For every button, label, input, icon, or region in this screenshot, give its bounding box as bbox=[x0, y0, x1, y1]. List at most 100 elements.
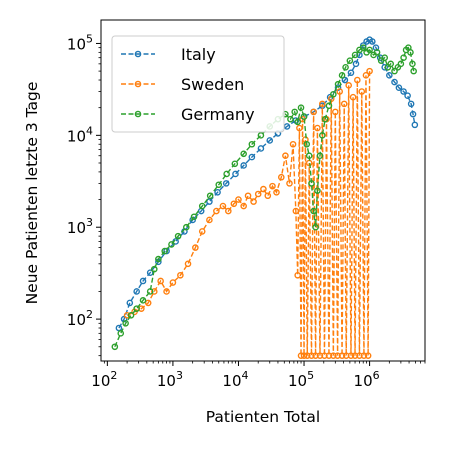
data-point bbox=[342, 64, 349, 71]
legend-item-germany: Germany bbox=[121, 105, 255, 124]
data-point bbox=[286, 180, 293, 187]
data-point bbox=[340, 100, 348, 108]
data-point bbox=[248, 153, 256, 161]
legend-item-italy: Italy bbox=[121, 45, 216, 64]
data-point bbox=[409, 60, 416, 68]
data-point bbox=[330, 90, 337, 98]
y-tick-label: 105 bbox=[67, 32, 93, 53]
data-point bbox=[316, 152, 324, 160]
data-point bbox=[395, 84, 403, 91]
data-point bbox=[354, 76, 361, 84]
data-point bbox=[305, 152, 313, 160]
data-point bbox=[214, 188, 221, 196]
data-point bbox=[308, 352, 315, 359]
data-point bbox=[334, 352, 341, 359]
data-point bbox=[362, 72, 370, 79]
data-point bbox=[349, 93, 357, 101]
data-point bbox=[257, 132, 265, 139]
data-point bbox=[294, 118, 301, 126]
data-point bbox=[174, 232, 182, 240]
x-tick-label: 105 bbox=[288, 369, 314, 390]
data-point bbox=[182, 223, 190, 231]
data-point bbox=[336, 88, 344, 95]
data-point bbox=[300, 352, 308, 359]
data-point bbox=[213, 207, 220, 215]
data-point bbox=[150, 265, 158, 273]
data-point bbox=[155, 255, 162, 263]
data-point bbox=[391, 67, 398, 75]
data-point bbox=[264, 192, 272, 200]
data-point bbox=[387, 60, 395, 68]
data-point bbox=[123, 311, 131, 319]
x-tick-label: 104 bbox=[222, 369, 248, 390]
plot-area-frame bbox=[100, 19, 426, 362]
data-point bbox=[215, 181, 223, 189]
data-point bbox=[222, 180, 230, 187]
data-point bbox=[409, 110, 417, 118]
data-point bbox=[360, 352, 368, 359]
data-point bbox=[314, 187, 321, 194]
data-point bbox=[287, 115, 294, 123]
data-point bbox=[223, 170, 230, 178]
data-point bbox=[260, 185, 267, 193]
data-point bbox=[297, 104, 305, 111]
series-line bbox=[126, 71, 371, 356]
data-point bbox=[219, 202, 227, 210]
x-axis-label: Patienten Total bbox=[206, 408, 320, 426]
data-point bbox=[319, 132, 326, 139]
data-point bbox=[133, 305, 140, 312]
data-point bbox=[303, 140, 311, 148]
data-point bbox=[257, 145, 265, 152]
y-tick-label: 104 bbox=[67, 124, 93, 145]
legend-label: Germany bbox=[181, 105, 255, 124]
data-point bbox=[122, 320, 129, 327]
data-point bbox=[266, 137, 274, 144]
data-point bbox=[292, 207, 300, 215]
data-point bbox=[352, 60, 360, 68]
data-point bbox=[289, 140, 297, 148]
data-point bbox=[240, 150, 247, 158]
data-point bbox=[356, 352, 363, 359]
data-point bbox=[310, 108, 317, 116]
x-tick-label: 106 bbox=[354, 369, 380, 390]
data-point bbox=[133, 288, 140, 295]
data-point bbox=[351, 51, 359, 59]
legend: Italy Sweden Germany bbox=[111, 35, 285, 133]
legend-label: Italy bbox=[181, 45, 216, 64]
data-point bbox=[157, 277, 164, 285]
data-point bbox=[291, 108, 298, 116]
data-point bbox=[248, 140, 256, 148]
data-point bbox=[225, 207, 232, 215]
data-point bbox=[364, 352, 372, 359]
data-point bbox=[269, 182, 276, 190]
data-point bbox=[321, 115, 329, 123]
legend-marker bbox=[134, 110, 142, 118]
data-point bbox=[308, 180, 315, 187]
series-germany bbox=[111, 44, 417, 351]
data-point bbox=[206, 216, 213, 224]
data-point bbox=[169, 279, 177, 286]
data-point bbox=[254, 190, 262, 198]
series-sweden bbox=[123, 67, 373, 359]
data-point bbox=[366, 67, 373, 75]
data-point bbox=[312, 223, 319, 231]
data-point bbox=[190, 213, 198, 221]
data-point bbox=[232, 170, 239, 178]
data-point bbox=[184, 260, 192, 268]
data-point bbox=[294, 271, 301, 279]
data-point bbox=[351, 352, 359, 359]
data-point bbox=[359, 44, 367, 51]
data-point bbox=[391, 78, 398, 86]
data-point bbox=[346, 57, 354, 64]
data-point bbox=[240, 202, 247, 210]
series-line bbox=[114, 46, 415, 348]
legend-item-sweden: Sweden bbox=[121, 75, 244, 94]
data-point bbox=[347, 352, 355, 359]
x-tick-label: 102 bbox=[91, 369, 117, 390]
legend-marker bbox=[134, 50, 142, 58]
data-point bbox=[303, 352, 311, 359]
data-point bbox=[277, 173, 285, 181]
data-point bbox=[144, 299, 152, 307]
data-point bbox=[146, 288, 154, 295]
data-point bbox=[240, 162, 247, 169]
